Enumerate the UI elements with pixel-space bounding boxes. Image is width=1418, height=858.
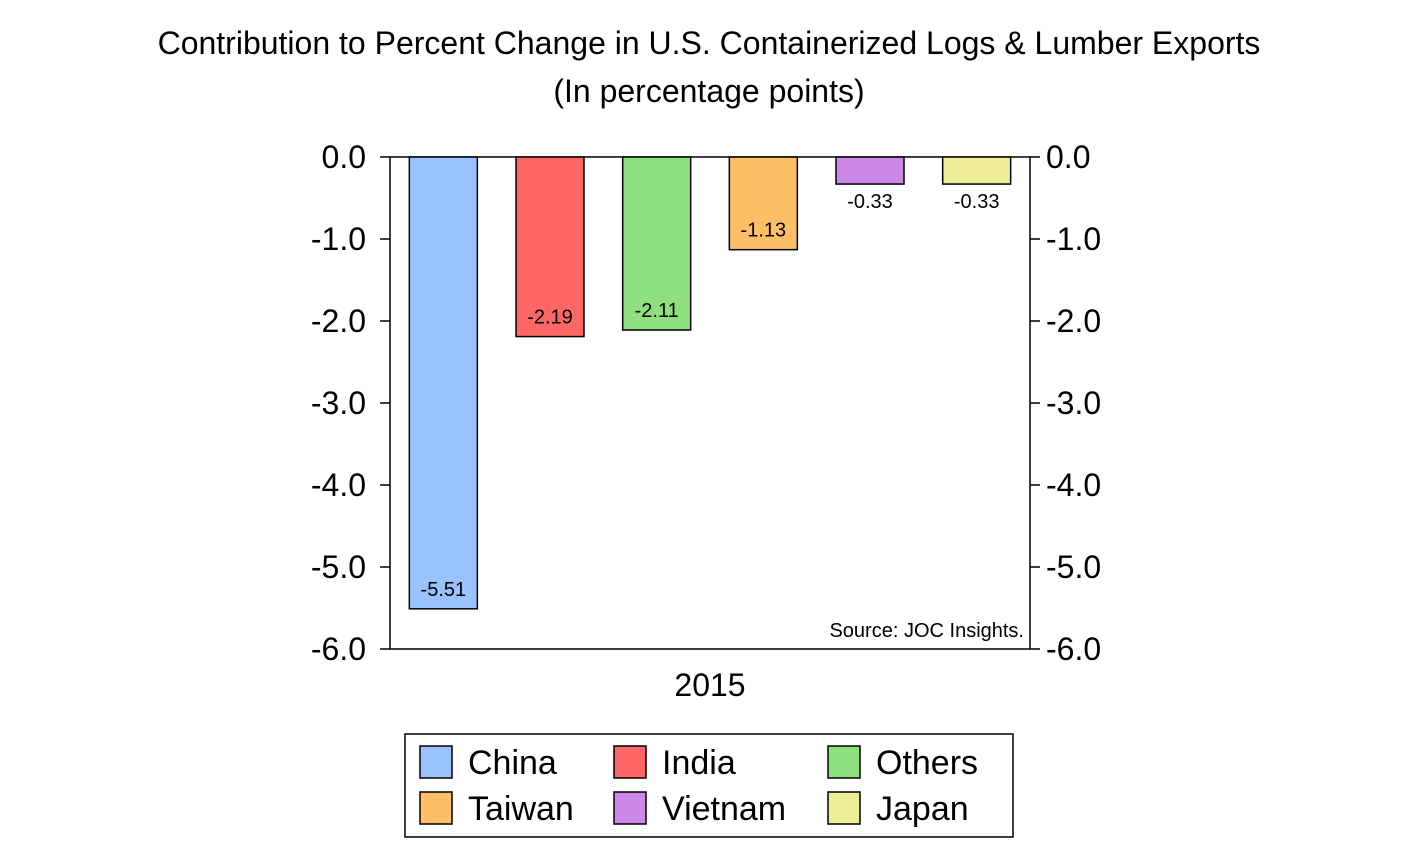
chart-subtitle: (In percentage points) — [553, 73, 864, 109]
right-tick-label: -6.0 — [1046, 631, 1101, 667]
bar-vietnam — [835, 156, 905, 185]
legend-item-others: Others — [827, 744, 978, 782]
source-annotation: Source: JOC Insights. — [829, 620, 1024, 642]
legend-label-others: Others — [876, 744, 978, 782]
bar-others — [621, 156, 692, 331]
right-y-axis: 0.0 -1.0 -2.0 -3.0 -4.0 -5.0 -6.0 — [1030, 139, 1101, 667]
data-label-group: -5.51 -2.19 -2.11 -1.13 -0.33 -0.33 — [421, 191, 1000, 601]
legend-swatch-others — [827, 745, 861, 779]
right-tick-label: -5.0 — [1046, 549, 1101, 585]
data-label-others: -2.11 — [635, 300, 679, 322]
legend-swatch-japan — [827, 791, 861, 825]
legend-item-taiwan: Taiwan — [419, 790, 574, 828]
legend-label-china: China — [468, 744, 557, 782]
legend-label-taiwan: Taiwan — [468, 790, 574, 828]
left-tick-label: -2.0 — [311, 303, 366, 339]
right-tick-label: 0.0 — [1046, 139, 1090, 175]
legend-item-india: India — [613, 744, 736, 782]
left-tick-label: -4.0 — [311, 467, 366, 503]
data-label-china: -5.51 — [421, 579, 467, 601]
left-tick-label: -6.0 — [311, 631, 366, 667]
legend-swatch-china — [419, 745, 453, 779]
legend-label-vietnam: Vietnam — [662, 790, 786, 828]
x-category-label: 2015 — [674, 667, 745, 703]
legend-label-india: India — [662, 744, 736, 782]
left-tick-label: -5.0 — [311, 549, 366, 585]
bar-taiwan — [728, 156, 799, 251]
right-tick-label: -1.0 — [1046, 221, 1101, 257]
legend-item-china: China — [419, 744, 557, 782]
right-tick-label: -4.0 — [1046, 467, 1101, 503]
left-tick-label: 0.0 — [322, 139, 366, 175]
data-label-vietnam: -0.33 — [847, 191, 893, 213]
data-label-india: -2.19 — [527, 307, 573, 329]
right-tick-label: -2.0 — [1046, 303, 1101, 339]
bar-japan — [941, 156, 1012, 185]
bar-china — [408, 156, 479, 610]
data-label-japan: -0.33 — [954, 191, 1000, 213]
legend-frame — [404, 733, 1014, 838]
bar-india — [515, 156, 585, 338]
left-tick-label: -3.0 — [311, 385, 366, 421]
legend-swatch-vietnam — [613, 791, 647, 825]
bar-group — [408, 156, 1012, 610]
legend-item-japan: Japan — [827, 790, 969, 828]
legend: China India Others Taiwan Vietnam Japan — [404, 733, 1014, 838]
legend-swatch-india — [613, 745, 647, 779]
legend-label-japan: Japan — [876, 790, 969, 828]
left-tick-label: -1.0 — [311, 221, 366, 257]
right-tick-label: -3.0 — [1046, 385, 1101, 421]
legend-item-vietnam: Vietnam — [613, 790, 786, 828]
legend-swatch-taiwan — [419, 791, 453, 825]
left-y-axis: 0.0 -1.0 -2.0 -3.0 -4.0 -5.0 -6.0 — [311, 139, 390, 667]
data-label-taiwan: -1.13 — [741, 220, 787, 242]
plot-frame — [389, 156, 1031, 650]
chart-title: Contribution to Percent Change in U.S. C… — [158, 25, 1261, 61]
